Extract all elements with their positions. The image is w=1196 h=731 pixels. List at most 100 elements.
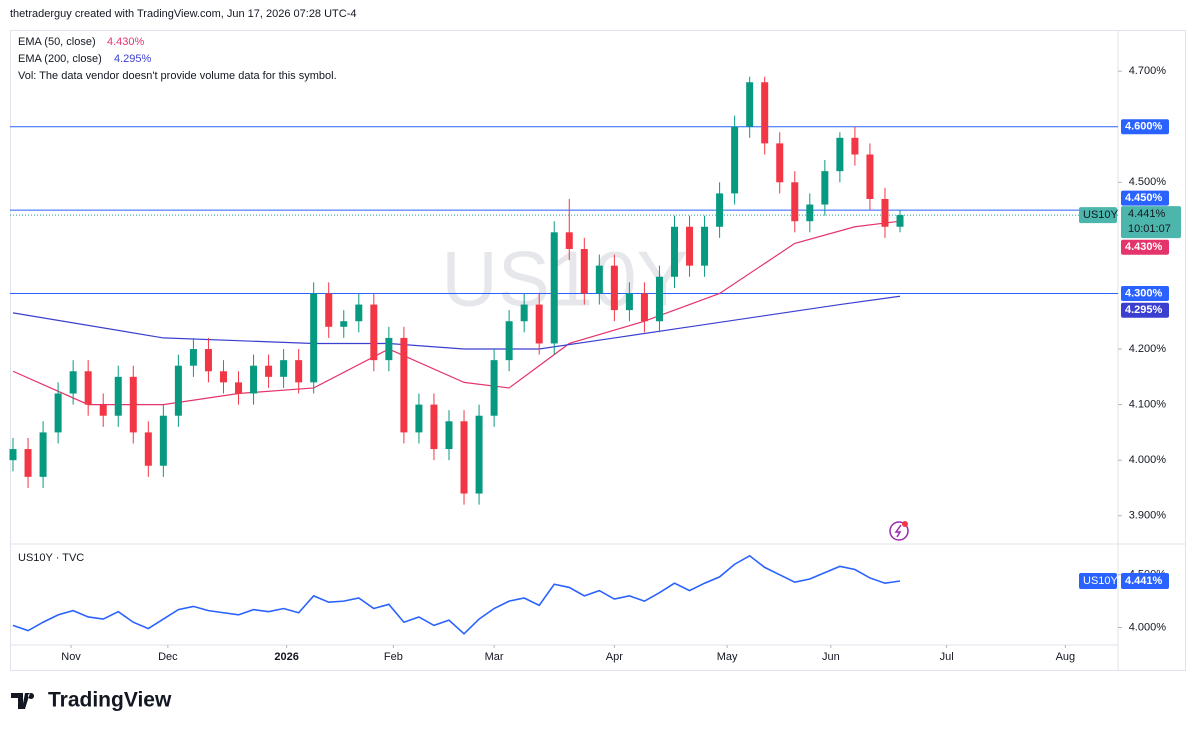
ema-badge-text: 4.430%	[1125, 241, 1163, 253]
y-tick-label: 4.000%	[1129, 621, 1167, 633]
candle-body	[400, 337, 408, 433]
brand-name: TradingView	[48, 689, 172, 712]
candle-body	[836, 137, 844, 172]
price-badge-bg	[1121, 206, 1181, 239]
brand-logo: TradingView	[11, 689, 172, 712]
level-badge-bg	[1121, 285, 1169, 301]
candle-body	[355, 304, 363, 322]
candle-body	[385, 337, 393, 361]
level-badge: 4.600%	[1121, 119, 1169, 135]
candle-body	[54, 393, 62, 433]
x-tick-label: Feb	[384, 651, 403, 663]
level-badge-bg	[1121, 190, 1169, 206]
candle-body	[295, 360, 303, 383]
level-badge-text: 4.600%	[1125, 121, 1163, 133]
candle-body	[39, 432, 47, 477]
lower-pane-title: US10Y · TVC	[18, 552, 84, 564]
x-tick-label: Apr	[606, 651, 623, 663]
x-tick-label: Dec	[158, 651, 178, 663]
candle-body	[460, 421, 468, 494]
candle-body	[475, 415, 483, 494]
candle-body	[129, 376, 137, 433]
legend: EMA (50, close) 4.430% EMA (200, close) …	[18, 36, 337, 82]
candle-body	[821, 171, 829, 205]
candle-body	[99, 404, 107, 416]
candle-body	[370, 304, 378, 361]
y-tick-label: 4.700%	[1129, 65, 1167, 77]
candle-body	[640, 293, 648, 322]
symbol-badge: US10Y	[1083, 209, 1119, 221]
lower-line	[12, 554, 901, 635]
symbol-badge-bg	[1079, 207, 1117, 224]
candle-body	[610, 265, 618, 311]
x-tick-label: May	[717, 651, 738, 663]
y-tick-label: 4.000%	[1129, 454, 1167, 466]
y-tick-label: 4.100%	[1129, 399, 1167, 411]
candle-body	[655, 276, 663, 322]
candle-body	[174, 365, 182, 416]
x-tick-label: Jul	[940, 651, 954, 663]
candle-body	[791, 182, 799, 222]
ema-badge-bg	[1121, 302, 1169, 318]
candle-body	[670, 226, 678, 277]
lower-symbol-badge: US10Y	[1083, 575, 1119, 587]
candle-body	[189, 349, 197, 366]
level-badge-text: 4.450%	[1125, 192, 1163, 204]
y-tick-label: 3.900%	[1129, 510, 1167, 522]
candle-body	[896, 215, 904, 227]
candle-body	[580, 248, 588, 294]
candle-body	[219, 371, 227, 383]
candle-body	[490, 360, 498, 416]
candle-body	[340, 321, 348, 327]
alert-circle	[889, 521, 909, 541]
candle-body	[250, 365, 258, 394]
level-badge-text: 4.300%	[1125, 287, 1163, 299]
candle-body	[701, 226, 709, 266]
volume-note: Vol: The data vendor doesn't provide vol…	[18, 70, 337, 82]
legend-name: EMA (200, close)	[18, 53, 102, 65]
candle-body	[550, 232, 558, 344]
x-tick-label: Aug	[1056, 651, 1076, 663]
legend-value: 4.430%	[107, 36, 145, 48]
candle-body	[159, 415, 167, 466]
candle-body	[430, 404, 438, 450]
candle-body	[881, 198, 889, 227]
ema-badge: 4.430%	[1121, 239, 1169, 255]
alert-icon[interactable]	[889, 521, 909, 541]
candle-body	[716, 193, 724, 227]
candle-body	[415, 404, 423, 433]
candle-body	[866, 154, 874, 199]
candle-body	[280, 360, 288, 377]
candle-body	[625, 293, 633, 311]
legend-name: EMA (50, close)	[18, 36, 96, 48]
alert-bolt	[894, 524, 902, 538]
x-tick-label: Mar	[485, 651, 504, 663]
candle-body	[505, 321, 513, 361]
x-tick-label: 2026	[274, 651, 298, 663]
lower-price-badge-bg	[1121, 573, 1169, 590]
alert-dot	[902, 521, 908, 527]
candle-body	[746, 82, 754, 127]
candle-body	[144, 432, 152, 466]
level-badge: 4.300%	[1121, 285, 1169, 301]
candle-body	[325, 293, 333, 327]
price-badge-value: 4.441%	[1128, 208, 1166, 220]
y-tick-label: 4.200%	[1129, 343, 1167, 355]
brand-icon	[11, 693, 35, 709]
candle-body	[24, 449, 32, 477]
candle-body	[776, 143, 784, 183]
candle-body	[806, 204, 814, 222]
level-badge: 4.450%	[1121, 190, 1169, 206]
candle-body	[761, 82, 769, 144]
candle-body	[265, 365, 273, 377]
ema-badge-bg	[1121, 239, 1169, 255]
candle-body	[84, 371, 92, 405]
candle-body	[114, 376, 122, 416]
candle-body	[731, 126, 739, 194]
candle-body	[310, 293, 318, 383]
header: thetraderguy created with TradingView.co…	[10, 8, 357, 20]
candle-body	[686, 226, 694, 266]
price-badge-countdown: 10:01:07	[1128, 223, 1171, 235]
candle-body	[595, 265, 603, 294]
candle-body	[520, 304, 528, 322]
